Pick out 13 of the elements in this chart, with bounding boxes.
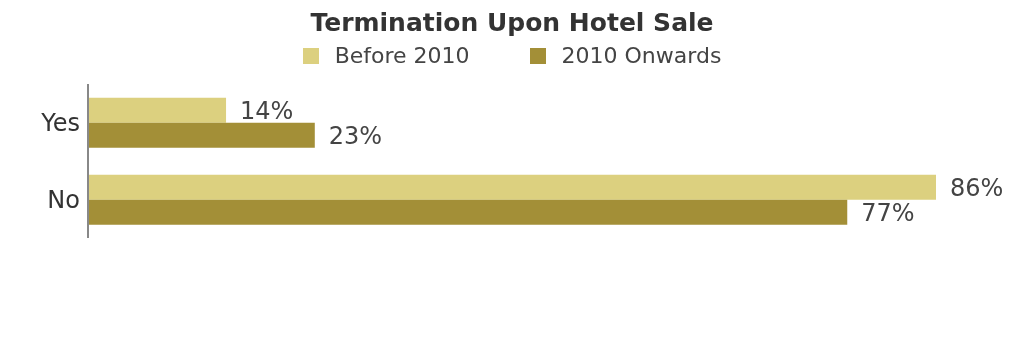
data-label: 86% [950,173,1004,202]
bar [88,174,936,200]
legend-label: Before 2010 [334,43,470,68]
y-tick-label: No [47,186,80,215]
bar [88,122,315,148]
bar [88,97,227,123]
data-label: 77% [861,198,915,227]
chart-title: Termination Upon Hotel Sale [309,8,715,37]
y-tick-label: Yes [40,109,80,138]
legend-label: 2010 Onwards [561,43,722,68]
data-label: 14% [240,96,294,125]
data-label: 23% [328,121,383,150]
bar [88,199,848,225]
